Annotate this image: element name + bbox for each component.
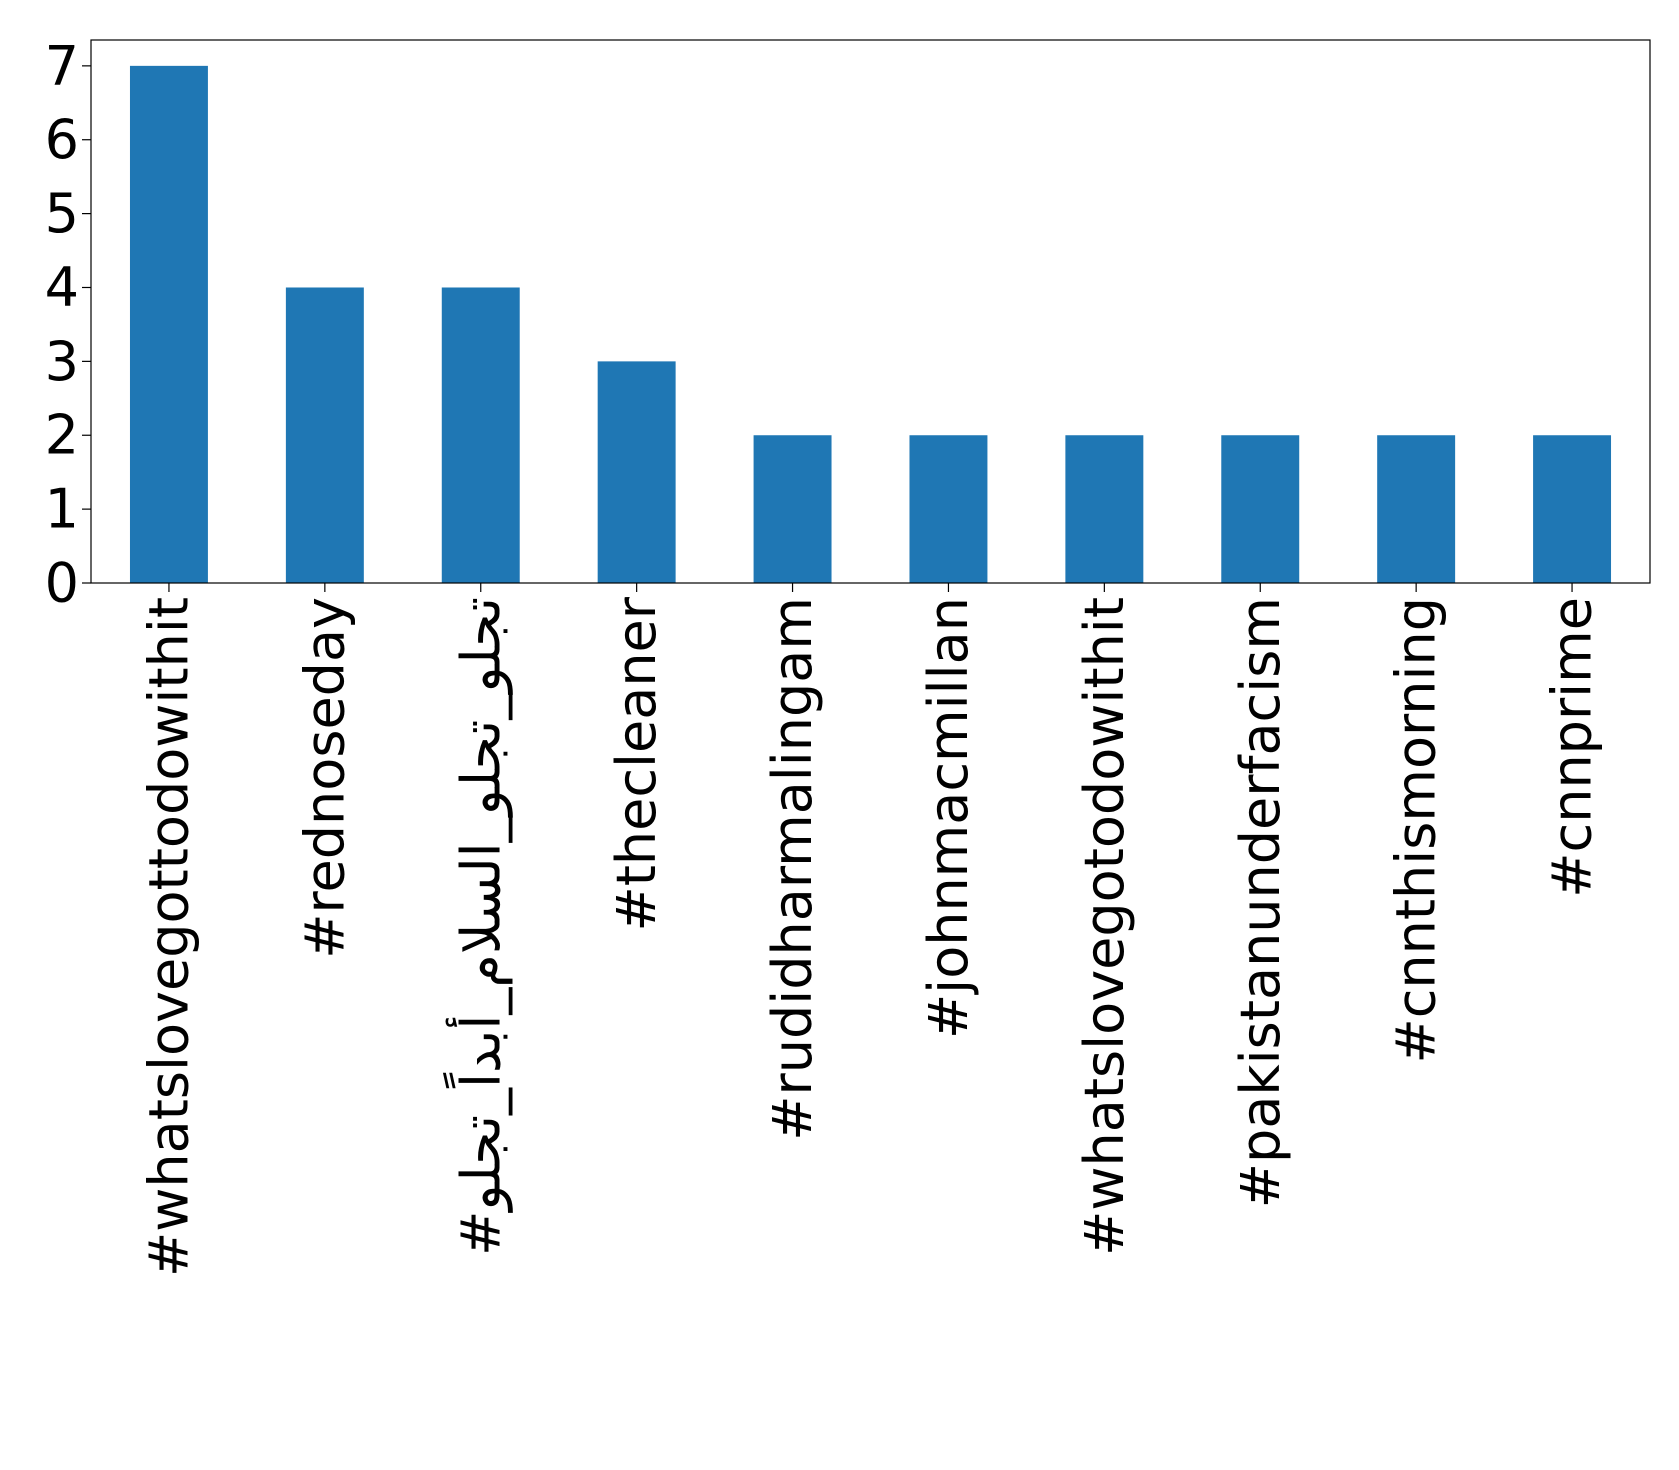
x-tick-label: #whatslovegotodowithit — [1073, 597, 1136, 1256]
x-tick-label: #cnnthismorning — [1385, 597, 1448, 1064]
y-tick-label: 7 — [45, 34, 79, 97]
bar-10 — [1533, 435, 1612, 583]
bar-1 — [129, 65, 208, 584]
x-axis: #whatslovegottodowithit #rednoseday #تجلو_… — [137, 583, 1604, 1277]
bar-7 — [1065, 435, 1144, 583]
y-tick-label: 0 — [45, 552, 79, 615]
y-axis: 0 1 2 3 4 5 6 7 — [45, 34, 91, 615]
plot-frame — [90, 39, 1651, 584]
bar-4 — [597, 361, 676, 583]
y-tick-label: 1 — [45, 478, 79, 541]
x-tick-label: #rednoseday — [293, 597, 356, 959]
y-tick-label: 5 — [45, 182, 79, 245]
x-tick-label: #تجلو_تجلو_السلام_أبداً_تجلو — [442, 597, 512, 1256]
y-tick-label: 4 — [45, 256, 79, 319]
y-tick-label: 2 — [45, 404, 79, 467]
bar-9 — [1377, 435, 1456, 583]
x-tick-label: #pakistanunderfacism — [1229, 597, 1292, 1208]
bar-5 — [753, 435, 832, 583]
x-tick-label: #johnmacmillan — [917, 597, 980, 1039]
x-tick-label: #whatslovegottodowithit — [137, 597, 200, 1277]
x-tick-label: #rudidharmalingam — [761, 597, 824, 1141]
x-tick-label: #cnnprime — [1541, 597, 1604, 898]
bar-2 — [285, 287, 364, 583]
bar-6 — [909, 435, 988, 583]
y-tick-label: 3 — [45, 330, 79, 393]
bars-layer — [129, 65, 1612, 584]
bar-3 — [441, 287, 520, 583]
y-tick-label: 6 — [45, 108, 79, 171]
bar-8 — [1221, 435, 1300, 583]
x-tick-label: #thecleaner — [605, 596, 668, 931]
